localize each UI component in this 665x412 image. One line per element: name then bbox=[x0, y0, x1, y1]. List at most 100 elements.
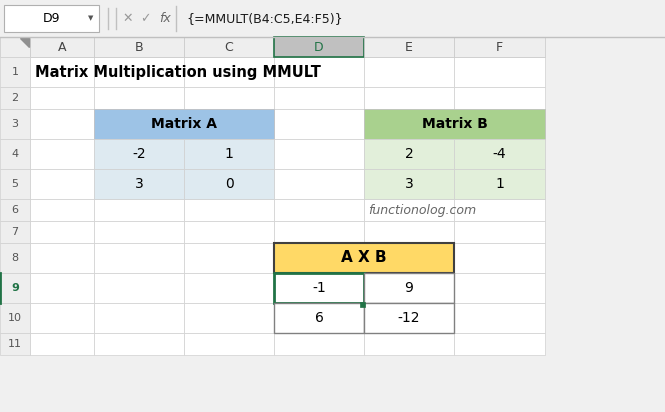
Bar bbox=[184, 169, 274, 199]
Bar bbox=[364, 57, 454, 87]
Bar bbox=[274, 273, 364, 303]
Text: Matrix A: Matrix A bbox=[151, 117, 217, 131]
Bar bbox=[360, 302, 365, 307]
Text: 5: 5 bbox=[11, 179, 19, 189]
Text: 3: 3 bbox=[11, 119, 19, 129]
Bar bbox=[30, 139, 94, 169]
Bar bbox=[30, 273, 94, 303]
Text: Matrix Multiplication using MMULT: Matrix Multiplication using MMULT bbox=[35, 65, 321, 80]
Bar bbox=[184, 303, 274, 333]
Text: 3: 3 bbox=[134, 177, 144, 191]
Bar bbox=[184, 109, 274, 139]
Bar bbox=[184, 169, 274, 199]
Bar bbox=[454, 273, 545, 303]
Bar bbox=[364, 199, 454, 221]
Bar bbox=[274, 139, 364, 169]
Text: ✕: ✕ bbox=[123, 12, 133, 25]
Bar bbox=[364, 273, 454, 303]
Text: Matrix B: Matrix B bbox=[422, 117, 487, 131]
Bar bbox=[0, 221, 30, 243]
Text: 0: 0 bbox=[225, 177, 233, 191]
Bar bbox=[454, 169, 545, 199]
Bar bbox=[454, 303, 545, 333]
Text: 1: 1 bbox=[495, 177, 504, 191]
Bar bbox=[94, 199, 184, 221]
Bar bbox=[30, 303, 94, 333]
Bar bbox=[364, 87, 454, 109]
Bar bbox=[364, 139, 454, 169]
Text: -12: -12 bbox=[398, 311, 420, 325]
Bar bbox=[0, 273, 30, 303]
Bar bbox=[0, 37, 30, 57]
Bar bbox=[94, 109, 274, 139]
Bar bbox=[274, 273, 364, 303]
Bar bbox=[0, 0, 665, 37]
Text: A: A bbox=[58, 40, 66, 54]
Text: 2: 2 bbox=[404, 147, 414, 161]
Bar bbox=[30, 57, 94, 87]
Bar bbox=[184, 199, 274, 221]
Text: -2: -2 bbox=[132, 147, 146, 161]
Text: F: F bbox=[496, 40, 503, 54]
Bar bbox=[454, 109, 545, 139]
Bar bbox=[94, 139, 184, 169]
Bar bbox=[30, 333, 94, 355]
Bar bbox=[274, 109, 364, 139]
Bar bbox=[30, 243, 94, 273]
Bar bbox=[0, 333, 30, 355]
Text: ▼: ▼ bbox=[88, 16, 94, 21]
Text: -1: -1 bbox=[312, 281, 326, 295]
Polygon shape bbox=[20, 38, 29, 47]
Bar bbox=[454, 333, 545, 355]
Text: B: B bbox=[135, 40, 144, 54]
Bar bbox=[4, 5, 99, 32]
Text: A X B: A X B bbox=[341, 250, 387, 265]
Bar bbox=[364, 139, 454, 169]
Text: 3: 3 bbox=[404, 177, 414, 191]
Bar bbox=[94, 273, 184, 303]
Bar bbox=[94, 87, 184, 109]
Bar bbox=[184, 221, 274, 243]
Text: 6: 6 bbox=[11, 205, 19, 215]
Text: {=MMULT(B4:C5,E4:F5)}: {=MMULT(B4:C5,E4:F5)} bbox=[186, 12, 342, 25]
Bar bbox=[0, 139, 30, 169]
Bar bbox=[184, 139, 274, 169]
Text: 6: 6 bbox=[315, 311, 323, 325]
Bar bbox=[184, 37, 274, 57]
Bar bbox=[274, 243, 364, 273]
Bar bbox=[94, 169, 184, 199]
Bar bbox=[454, 87, 545, 109]
Bar bbox=[274, 333, 364, 355]
Text: -4: -4 bbox=[493, 147, 506, 161]
Text: 1: 1 bbox=[11, 67, 19, 77]
Bar bbox=[364, 303, 454, 333]
Bar bbox=[364, 169, 454, 199]
Text: C: C bbox=[225, 40, 233, 54]
Bar bbox=[184, 333, 274, 355]
Bar bbox=[454, 169, 545, 199]
Bar bbox=[0, 243, 30, 273]
Bar bbox=[274, 87, 364, 109]
Bar bbox=[364, 37, 454, 57]
Text: D: D bbox=[314, 40, 324, 54]
Bar bbox=[274, 57, 364, 87]
Bar bbox=[0, 169, 30, 199]
Bar bbox=[94, 303, 184, 333]
Bar bbox=[30, 199, 94, 221]
Bar bbox=[274, 303, 364, 333]
Text: E: E bbox=[405, 40, 413, 54]
Text: 8: 8 bbox=[11, 253, 19, 263]
Bar bbox=[30, 169, 94, 199]
Bar bbox=[454, 139, 545, 169]
Text: 7: 7 bbox=[11, 227, 19, 237]
Bar bbox=[30, 37, 94, 57]
Bar bbox=[274, 243, 454, 273]
Bar bbox=[274, 169, 364, 199]
Bar bbox=[94, 139, 184, 169]
Bar bbox=[274, 303, 364, 333]
Bar bbox=[364, 273, 454, 303]
Bar bbox=[364, 169, 454, 199]
Bar bbox=[0, 303, 30, 333]
Bar bbox=[364, 109, 454, 139]
Bar bbox=[274, 221, 364, 243]
